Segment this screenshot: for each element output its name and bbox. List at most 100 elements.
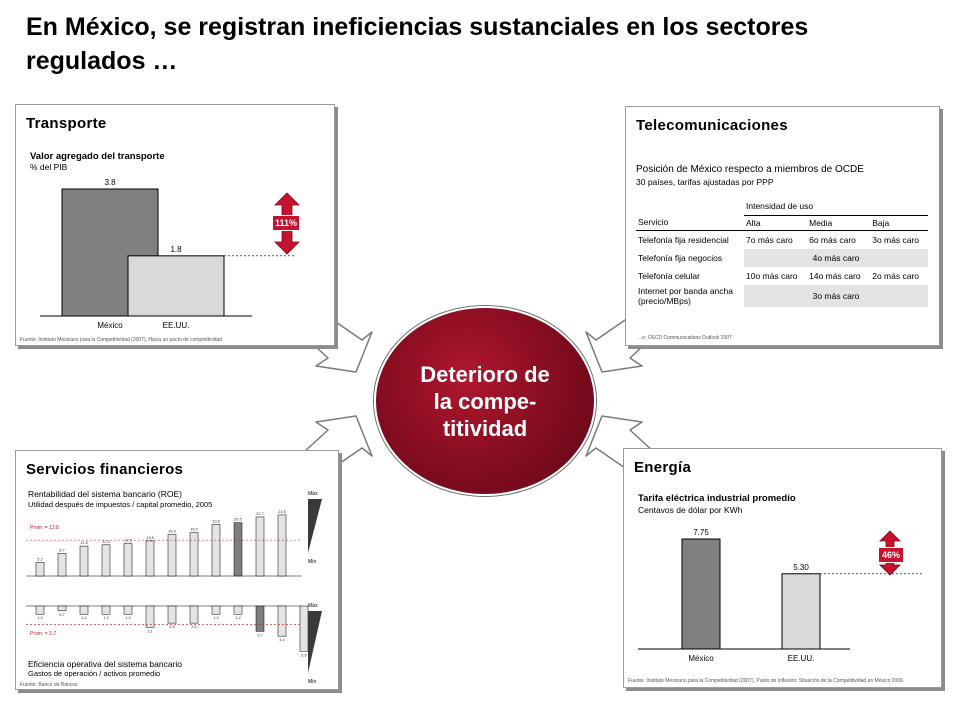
ef-data-label: 1.2 <box>235 615 241 620</box>
bar-eeuu <box>127 255 225 317</box>
roe-bar <box>189 532 199 577</box>
energia-chart: 7.75 México 5.30 EE.UU. <box>638 528 924 663</box>
financieros-chart: 5.2 8.7 11.5 12.0 12.5 13.5 15.9 16.7 19.8 20.5 22… <box>26 499 322 673</box>
telecom-cell: 10o más caro <box>746 270 798 281</box>
telecom-header-row: Servicio Alta Media Baja <box>636 215 928 230</box>
telecom-cell: 14o más caro <box>809 270 861 281</box>
transporte-badge: 111% <box>272 215 300 231</box>
data-label: 7.75 <box>693 528 709 537</box>
prom-ef-label: Prom. = 2.7 <box>30 631 56 637</box>
page-title: En México, se registran ineficiencias su… <box>26 13 809 75</box>
tick-label: México <box>97 321 123 330</box>
ef-data-label: 2.5 <box>191 624 197 629</box>
telecom-header-baja: Baja <box>872 217 890 228</box>
energia-source: Fuente: Instituto Mexicano para la Compe… <box>628 678 903 684</box>
center-circle: Deterioro de la compe-titividad <box>374 306 596 496</box>
ef-bar <box>101 605 111 615</box>
telecom-header-media: Media <box>809 217 833 228</box>
transporte-panel: Transporte Valor agregado del transporte… <box>15 104 335 346</box>
transporte-unit: % del PIB <box>30 162 68 172</box>
roe-data-label: 8.7 <box>59 547 65 552</box>
ef-title: Eficiencia operativa del sistema bancari… <box>28 659 183 669</box>
telecom-service: Telefonía fija negocios <box>638 252 723 263</box>
energia-unit: Centavos de dólar por KWh <box>638 505 743 515</box>
financieros-title: Servicios financieros <box>26 461 184 478</box>
ef-data-label: 1.2 <box>213 615 219 620</box>
telecom-cell: 2o más caro <box>872 270 919 281</box>
center-text: Deterioro de la compe-titividad <box>420 361 550 441</box>
telecom-title: Telecomunicaciones <box>636 117 788 134</box>
ef-data-label: 0.7 <box>59 612 65 617</box>
table-row: Telefonía celular 10o más caro 14o más c… <box>636 267 928 285</box>
roe-bar <box>277 514 287 577</box>
ef-data-label: 1.2 <box>37 615 43 620</box>
table-row: Telefonía fija residencial 7o más caro 6… <box>636 230 928 249</box>
ef-bar <box>79 605 89 615</box>
ef-bar <box>255 605 265 632</box>
roe-data-label: 16.7 <box>190 527 199 532</box>
roe-bar <box>57 553 67 577</box>
ef-bar <box>145 605 155 628</box>
roe-data-label: 5.2 <box>37 556 43 561</box>
ef-data-label: 1.2 <box>103 615 109 620</box>
data-label: 1.8 <box>170 245 182 254</box>
ef-data-label: 1.2 <box>81 615 87 620</box>
telecom-cell: 6o más caro <box>809 234 856 245</box>
ef-bar <box>57 605 67 612</box>
roe-unit: Utilidad después de impuestos / capital … <box>28 500 213 509</box>
transporte-source: Fuente: Instituto Mexicano para la Compe… <box>20 337 223 343</box>
ef-data-label: 1.2 <box>125 615 131 620</box>
max-label-top: Máx <box>308 491 318 497</box>
telecom-panel: Telecomunicaciones Posición de México re… <box>625 106 940 346</box>
ef-data-label: 4.4 <box>279 637 285 642</box>
roe-bar <box>79 545 89 577</box>
roe-bar <box>255 516 265 577</box>
ef-bar <box>277 605 287 637</box>
tick-label: EE.UU. <box>788 654 815 663</box>
bar-mexico <box>681 538 721 650</box>
ef-bar <box>211 605 221 615</box>
roe-title: Rentabilidad del sistema bancario (ROE) <box>28 489 183 499</box>
telecom-merged-cell: 4o más caro <box>744 248 928 267</box>
telecom-service: Telefonía celular <box>638 270 700 281</box>
telecom-merged-cell: 3o más caro <box>744 284 928 307</box>
telecom-group-header: Intensidad de uso <box>744 197 928 216</box>
roe-bar <box>123 543 133 577</box>
telecom-header-servicio: Servicio <box>638 217 669 228</box>
bar-eeuu <box>781 573 821 650</box>
roe-bar <box>35 562 45 577</box>
telecom-header-alta: Alta <box>746 217 761 228</box>
max-label-bottom: Máx <box>308 603 318 609</box>
max-min-wedge-top <box>308 499 322 553</box>
roe-data-label: 13.5 <box>146 535 155 540</box>
ef-unit: Gastos de operación / activos promedio <box>28 669 161 678</box>
roe-data-label: 12.0 <box>102 539 111 544</box>
telecom-service: Internet por banda ancha (precio/MBps) <box>638 285 733 306</box>
telecom-table: Intensidad de uso Servicio Alta Media Ba… <box>636 197 928 307</box>
roe-data-label: 11.5 <box>80 540 88 545</box>
financieros-source: Fuente: Banco de Bancos <box>20 682 78 688</box>
prom-roe-label: Prom. = 13.8 <box>30 525 59 531</box>
roe-data-label: 15.9 <box>168 529 177 534</box>
roe-data-label: 19.8 <box>212 519 221 524</box>
transporte-chart: 3.8 México 1.8 EE.UU. <box>40 178 300 330</box>
ef-bar <box>35 605 45 615</box>
roe-data-label: 23.5 <box>278 509 287 514</box>
telecom-unit: 30 países, tarifas ajustadas por PPP <box>636 177 774 187</box>
ef-data-label: 6.6 <box>301 652 307 657</box>
roe-bar <box>101 544 111 577</box>
min-label-top: Mín <box>308 559 317 565</box>
roe-data-label: 20.5 <box>234 517 243 522</box>
telecom-service: Telefonía fija residencial <box>638 234 729 245</box>
tick-label: EE.UU. <box>163 321 190 330</box>
table-row: Internet por banda ancha (precio/MBps) 3… <box>636 284 928 307</box>
max-min-wedge-bottom <box>308 611 322 673</box>
transporte-subtitle: Valor agregado del transporte <box>30 151 165 162</box>
telecom-cell: 3o más caro <box>872 234 919 245</box>
telecom-cell: 7o más caro <box>746 234 793 245</box>
telecom-source: ...e: OECD Communications Outlook 2007 <box>638 335 732 341</box>
ef-bar <box>189 605 199 624</box>
telecom-group-row: Intensidad de uso <box>636 197 928 216</box>
transporte-title: Transporte <box>26 115 107 132</box>
roe-bar <box>167 534 177 577</box>
